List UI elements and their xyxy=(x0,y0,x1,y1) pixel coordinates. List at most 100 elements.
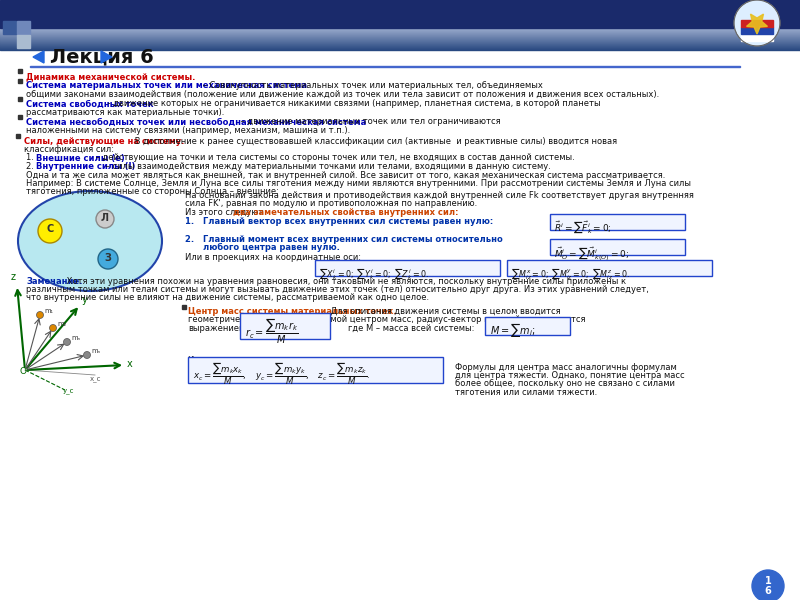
Bar xyxy=(741,20,773,27)
Ellipse shape xyxy=(18,191,162,291)
Bar xyxy=(0,37,800,38)
Text: рассматриваются как материальные точки).: рассматриваются как материальные точки). xyxy=(26,108,224,117)
Bar xyxy=(17,35,30,48)
Bar xyxy=(0,32,800,33)
Bar xyxy=(18,115,22,118)
Circle shape xyxy=(63,338,70,346)
Text: где М – масса всей системы:: где М – масса всей системы: xyxy=(348,324,474,333)
Bar xyxy=(18,97,22,100)
Bar xyxy=(0,45,800,46)
Text: На основании закона действия и противодействия каждой внутренней силе Fk соответ: На основании закона действия и противоде… xyxy=(185,191,694,200)
Text: – силы взаимодействия между материальными точками или телами, входящими в данную: – силы взаимодействия между материальным… xyxy=(103,162,551,171)
Bar xyxy=(0,34,800,35)
Text: классификация сил:: классификация сил: xyxy=(24,145,114,154)
Bar xyxy=(0,49,800,50)
Text: тяготения, приложенные со стороны Солнца – внешние:: тяготения, приложенные со стороны Солнца… xyxy=(26,187,279,196)
Text: для центра тяжести. Однако, понятие центра масс: для центра тяжести. Однако, понятие цент… xyxy=(455,371,685,380)
Text: более общее, поскольку оно не связано с силами: более общее, поскольку оно не связано с … xyxy=(455,379,675,389)
Text: С: С xyxy=(46,224,54,234)
Text: Формулы для центра масс аналогичны формулам: Формулы для центра масс аналогичны форму… xyxy=(455,362,677,371)
Text: m₂: m₂ xyxy=(57,321,66,327)
Text: З: З xyxy=(105,253,111,263)
Text: Система свободных точек: Система свободных точек xyxy=(26,100,154,109)
Bar xyxy=(0,44,800,45)
Bar xyxy=(0,30,800,31)
Bar xyxy=(485,317,570,335)
Text: $r_c = \dfrac{\sum m_k r_k}{M}$: $r_c = \dfrac{\sum m_k r_k}{M}$ xyxy=(245,317,298,346)
Bar xyxy=(240,313,330,339)
Text: – движение материальных точек или тел ограничиваются: – движение материальных точек или тел ог… xyxy=(238,118,501,127)
Text: m₁: m₁ xyxy=(44,308,53,314)
Bar xyxy=(188,356,443,383)
Bar xyxy=(0,36,800,37)
Bar xyxy=(0,40,800,41)
Bar xyxy=(182,305,186,309)
Text: Центр масс системы материальных точек.: Центр масс системы материальных точек. xyxy=(188,307,397,316)
Text: выражением: выражением xyxy=(188,324,246,333)
Text: Динамика механической системы.: Динамика механической системы. xyxy=(26,72,195,81)
Bar xyxy=(0,47,800,48)
Text: Лекция 6: Лекция 6 xyxy=(50,47,154,67)
Polygon shape xyxy=(746,14,767,34)
Text: Главный момент всех внутренних сил системы относительно: Главный момент всех внутренних сил систе… xyxy=(203,235,502,244)
Circle shape xyxy=(734,0,780,46)
Text: 2.: 2. xyxy=(26,162,37,171)
Text: два замечательных свойства внутренних сил:: два замечательных свойства внутренних си… xyxy=(233,208,458,217)
Bar xyxy=(3,21,16,34)
Circle shape xyxy=(98,249,118,269)
Text: Одна и та же сила может являться как внешней, так и внутренней силой. Все зависи: Одна и та же сила может являться как вне… xyxy=(26,170,666,179)
Bar xyxy=(30,65,740,67)
Text: Или в проекциях на координатные оси:: Или в проекциях на координатные оси: xyxy=(185,253,361,263)
Text: наложенными на систему связями (например, механизм, машина и т.п.).: наложенными на систему связями (например… xyxy=(26,126,350,135)
Bar xyxy=(741,27,773,34)
Text: Внутренние силы (I): Внутренние силы (I) xyxy=(36,162,135,171)
Text: геометрическая точка, называемой центром масс, радиус-вектор которой определяетс: геометрическая точка, называемой центром… xyxy=(188,316,586,325)
Text: Система материальных точек или механическая система: Система материальных точек или механичес… xyxy=(26,82,307,91)
Circle shape xyxy=(37,311,43,319)
Text: Из этого следуют: Из этого следуют xyxy=(185,208,266,217)
Text: Система несвободных точек или несвободная механическая система: Система несвободных точек или несвободна… xyxy=(26,118,366,127)
Bar xyxy=(741,34,773,41)
Text: Замечание.: Замечание. xyxy=(26,277,82,286)
Text: различным точкам или телам системы и могут вызывать движение этих точек (тел) от: различным точкам или телам системы и мог… xyxy=(26,285,649,294)
Bar xyxy=(0,46,800,47)
Bar xyxy=(0,42,800,43)
Text: Для описания движения системы в целом вводится: Для описания движения системы в целом вв… xyxy=(328,307,561,316)
Text: - движение которых не ограничивается никакими связями (например, планетная систе: - движение которых не ограничивается ник… xyxy=(105,100,600,109)
Text: сила FK', равная по модулю и противоположная по направлению.: сила FK', равная по модулю и противополо… xyxy=(185,199,478,208)
Text: z: z xyxy=(11,272,16,282)
Bar xyxy=(0,0,800,28)
Text: y: y xyxy=(82,295,88,305)
Text: 1.: 1. xyxy=(185,217,202,226)
Circle shape xyxy=(83,352,90,358)
Text: $\vec{R}^i = \sum\vec{F}_k^i = 0;$: $\vec{R}^i = \sum\vec{F}_k^i = 0;$ xyxy=(554,220,612,236)
Bar xyxy=(0,33,800,34)
Text: любого центра равен нулю.: любого центра равен нулю. xyxy=(203,243,340,252)
Text: Л: Л xyxy=(101,213,109,223)
Bar xyxy=(550,214,685,229)
Bar xyxy=(0,39,800,40)
Text: В дополнение к ранее существовавшей классификации сил (активные  и реактивные си: В дополнение к ранее существовавшей клас… xyxy=(132,136,617,145)
Bar xyxy=(16,133,20,137)
Text: Например: В системе Солнце, Земля и Луна все силы тяготения между ними являются : Например: В системе Солнце, Земля и Луна… xyxy=(26,179,691,188)
Text: x: x xyxy=(127,359,133,369)
Text: Или в проекциях на координатные оси:: Или в проекциях на координатные оси: xyxy=(188,356,364,365)
Text: 1.: 1. xyxy=(26,154,37,163)
Text: mₙ: mₙ xyxy=(91,348,100,354)
Circle shape xyxy=(752,570,784,600)
Text: x_c: x_c xyxy=(90,376,102,382)
Bar xyxy=(0,28,800,29)
Circle shape xyxy=(50,325,57,331)
Text: что внутренние силы не влияют на движение системы, рассматриваемой как одно цело: что внутренние силы не влияют на движени… xyxy=(26,293,429,302)
Text: $\vec{M}^i_O = \sum\vec{M}^i_{k(O)} = 0;$: $\vec{M}^i_O = \sum\vec{M}^i_{k(O)} = 0;… xyxy=(554,245,629,263)
Bar xyxy=(18,69,22,73)
Text: Силы, действующие на систему.: Силы, действующие на систему. xyxy=(24,136,184,145)
Text: – действующие на точки и тела системы со стороны точек или тел, не входящих в со: – действующие на точки и тела системы со… xyxy=(93,154,574,163)
Bar xyxy=(315,260,500,276)
Text: – Совокупность материальных точек или материальных тел, объединяемых: – Совокупность материальных точек или ма… xyxy=(201,82,543,91)
Text: 1
6: 1 6 xyxy=(765,575,771,596)
Bar xyxy=(0,43,800,44)
Bar xyxy=(17,21,30,34)
Bar xyxy=(0,38,800,39)
Text: O: O xyxy=(20,367,27,376)
